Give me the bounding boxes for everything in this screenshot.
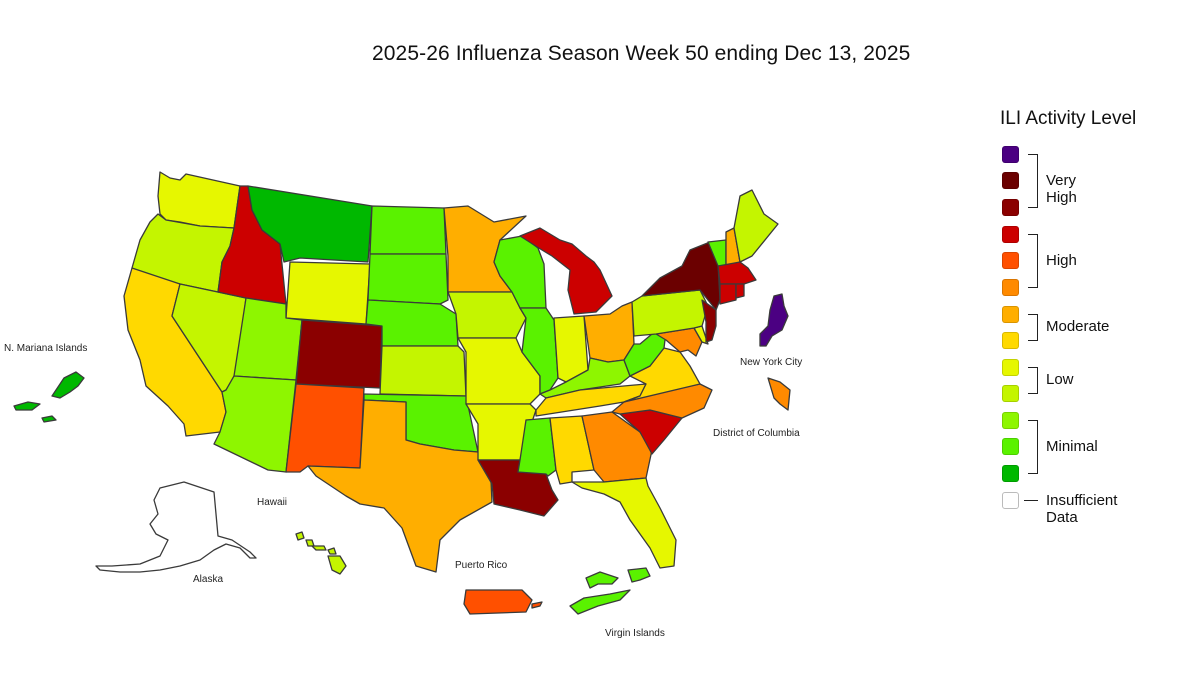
- state-texas[interactable]: [307, 399, 493, 573]
- inset-n-mariana[interactable]: [13, 371, 85, 423]
- state-georgia[interactable]: [581, 411, 653, 483]
- legend-bracket-very-high: [1028, 154, 1038, 208]
- inset-nyc[interactable]: [759, 293, 789, 347]
- legend-title: ILI Activity Level: [1000, 108, 1137, 129]
- legend-swatch-low-1: [1002, 385, 1019, 402]
- state-connecticut[interactable]: [719, 283, 737, 305]
- map-title: 2025-26 Influenza Season Week 50 ending …: [372, 42, 911, 65]
- inset-hawaii[interactable]: [295, 531, 347, 575]
- legend-swatch-high-2: [1002, 252, 1019, 269]
- legend-label-very-high: Very High: [1046, 172, 1077, 206]
- legend-label-insufficient: Insufficient Data: [1046, 492, 1118, 526]
- state-rhode-island[interactable]: [735, 283, 745, 299]
- state-massachusetts[interactable]: [717, 261, 757, 285]
- legend-swatch-minimal-3: [1002, 412, 1019, 429]
- legend-swatch-very-high-1: [1002, 199, 1019, 216]
- legend-swatch-high-1: [1002, 279, 1019, 296]
- state-new-mexico[interactable]: [285, 383, 365, 473]
- legend-label-low: Low: [1046, 371, 1074, 388]
- state-maine[interactable]: [733, 189, 779, 263]
- legend-swatch-high-3: [1002, 226, 1019, 243]
- legend-label-high: High: [1046, 252, 1077, 269]
- legend-bracket-moderate: [1028, 314, 1038, 341]
- legend-label-moderate: Moderate: [1046, 318, 1110, 335]
- label-puerto-rico: Puerto Rico: [455, 560, 508, 571]
- label-dc: District of Columbia: [713, 428, 800, 439]
- label-nyc: New York City: [740, 357, 803, 368]
- legend-bracket-low: [1028, 367, 1038, 394]
- state-north-dakota[interactable]: [369, 205, 447, 255]
- state-florida[interactable]: [571, 477, 677, 569]
- legend: ILI Activity Level: [1000, 108, 1190, 143]
- label-n-mariana: N. Mariana Islands: [4, 343, 88, 354]
- inset-puerto-rico[interactable]: [463, 589, 533, 615]
- state-south-dakota[interactable]: [367, 253, 449, 305]
- label-alaska: Alaska: [193, 574, 224, 585]
- label-virgin-islands: Virgin Islands: [605, 628, 665, 639]
- legend-swatch-minimal-2: [1002, 438, 1019, 455]
- state-colorado[interactable]: [295, 319, 383, 389]
- legend-swatch-insufficient: [1002, 492, 1019, 509]
- legend-bracket-minimal: [1028, 420, 1038, 474]
- legend-swatch-minimal-1: [1002, 465, 1019, 482]
- inset-puerto-rico-islet[interactable]: [531, 601, 543, 609]
- legend-swatch-low-2: [1002, 359, 1019, 376]
- inset-alaska[interactable]: [95, 481, 257, 573]
- legend-bracket-high: [1028, 234, 1038, 288]
- state-kansas[interactable]: [379, 345, 467, 397]
- legend-swatch-very-high-3: [1002, 146, 1019, 163]
- state-iowa[interactable]: [447, 291, 527, 339]
- inset-dc[interactable]: [767, 377, 791, 411]
- legend-dash-insufficient: [1024, 500, 1038, 501]
- state-new-jersey[interactable]: [701, 299, 717, 343]
- state-michigan[interactable]: [519, 227, 613, 315]
- legend-swatch-moderate-1: [1002, 332, 1019, 349]
- legend-label-minimal: Minimal: [1046, 438, 1098, 455]
- state-washington[interactable]: [157, 171, 241, 229]
- legend-swatch-very-high-2: [1002, 172, 1019, 189]
- state-arizona[interactable]: [213, 375, 297, 473]
- label-hawaii: Hawaii: [257, 497, 288, 508]
- legend-swatch-moderate-2: [1002, 306, 1019, 323]
- state-wyoming[interactable]: [285, 261, 371, 325]
- inset-virgin-islands[interactable]: [569, 567, 651, 615]
